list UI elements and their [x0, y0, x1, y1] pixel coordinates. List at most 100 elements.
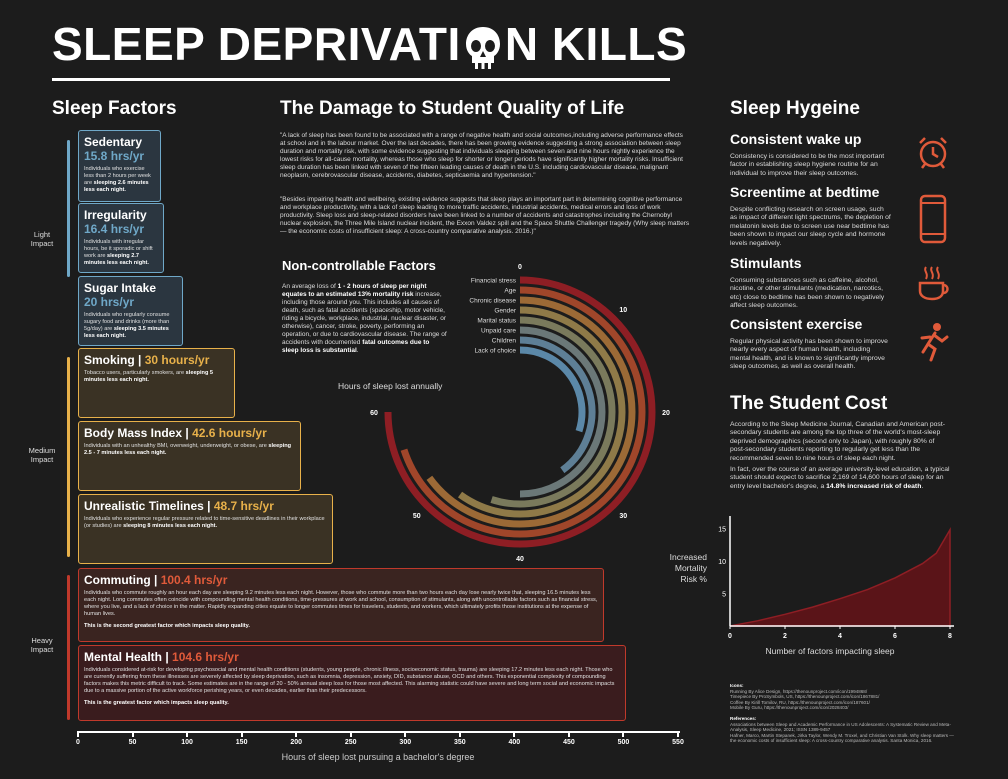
- skull-icon: [463, 25, 503, 71]
- axis-tick-label: 300: [399, 739, 412, 746]
- student-cost-paragraph-1: According to the Sleep Medicine Journal,…: [730, 421, 945, 462]
- student-cost-paragraph-2: In fact, over the course of an average u…: [730, 466, 950, 490]
- area-y-tick-label: 5: [722, 592, 726, 599]
- icons-credits-heading: Icons:: [730, 683, 744, 688]
- heavy-impact-label: Heavy Impact: [30, 636, 54, 654]
- radial-tick-label: 0: [518, 264, 522, 271]
- axis-tick-label: 450: [563, 739, 575, 746]
- factor-note: This is the greatest factor which impact…: [84, 700, 229, 706]
- smartphone-icon: [915, 194, 951, 244]
- factor-hours: 104.6 hrs/yr: [172, 650, 239, 664]
- noncontrol-heading: Non-controllable Factors: [282, 258, 436, 273]
- reference: Associations between Sleep and Academic …: [730, 721, 951, 733]
- factor-bar-unrealistic-timelines: Unrealistic Timelines | 48.7 hrs/yr Indiv…: [78, 494, 334, 564]
- factor-bar-smoking: Smoking | 30 hours/yr Tobacco users, part…: [78, 348, 236, 418]
- noncontrol-text: An average loss of 1 - 2 hours of sleep …: [282, 283, 447, 354]
- radial-category-label: Marital status: [477, 318, 516, 325]
- area-y-tick-label: 15: [718, 527, 726, 534]
- medium-impact-bracket: [67, 357, 70, 557]
- axis-tick: [404, 731, 407, 737]
- radial-category-label: Unpaid care: [481, 328, 516, 335]
- medium-impact-label: Medium Impact: [28, 446, 56, 464]
- damage-heading: The Damage to Student Quality of Life: [280, 98, 625, 119]
- coffee-cup-icon: [915, 263, 955, 303]
- radial-tick-label: 50: [413, 513, 421, 520]
- axis-tick: [77, 731, 79, 737]
- title-part-2: N KILLS: [504, 18, 688, 70]
- axis-tick: [567, 731, 570, 737]
- hygiene-text: Consuming substances such as caffeine, a…: [730, 277, 885, 310]
- factor-name: Mental Health | 104.6 hrs/yr: [84, 650, 239, 664]
- area-y-label: Increased: [670, 552, 708, 562]
- icon-credit: Timepiece By ProSymbols, US, https://the…: [730, 694, 880, 700]
- factor-hours: 30 hours/yr: [144, 353, 210, 367]
- axis-tick: [677, 731, 679, 737]
- damage-paragraph-2: "Besides impairing health and wellbeing,…: [280, 196, 690, 235]
- references-list: Associations between Sleep and Academic …: [730, 722, 960, 744]
- sleep-factors-heading: Sleep Factors: [52, 98, 177, 119]
- axis-tick-label: 350: [453, 739, 466, 746]
- axis-tick-label: 400: [508, 739, 521, 746]
- factor-hours: 42.6 hours/yr: [192, 426, 267, 440]
- area-x-label: Number of factors impacting sleep: [766, 646, 895, 656]
- axis-tick-label: 500: [617, 739, 630, 746]
- radial-tick-label: 20: [662, 410, 670, 417]
- area-x-tick-label: 8: [948, 633, 952, 640]
- hygiene-heading: Sleep Hygeine: [730, 98, 860, 119]
- factor-hours: 15.8 hrs/yr: [84, 149, 145, 163]
- factors-axis-title: Hours of sleep lost pursuing a bachelor'…: [281, 752, 475, 762]
- axis-tick: [622, 731, 625, 737]
- hygiene-title: Stimulants: [730, 255, 802, 271]
- axis-tick-label: 150: [235, 739, 248, 746]
- area-x-tick-label: 2: [783, 633, 787, 640]
- factor-hours: 16.4 hrs/yr: [84, 222, 145, 236]
- factor-bar-sugar-intake: Sugar Intake 20 hrs/yr Individuals who reg…: [78, 276, 183, 346]
- area-y-label: Risk %: [681, 574, 708, 584]
- area-y-label: Mortality: [675, 563, 708, 573]
- credits: Icons: Running By Alice Design, https://…: [730, 683, 960, 744]
- student-cost-heading: The Student Cost: [730, 393, 888, 414]
- axis-tick-label: 550: [672, 739, 684, 746]
- area-y-tick-label: 10: [718, 559, 726, 566]
- icon-credit: Running By Alice Design, https://thenoun…: [730, 688, 868, 694]
- hygiene-title: Consistent exercise: [730, 316, 863, 332]
- radial-tick-label: 10: [619, 307, 627, 314]
- radial-category-label: Gender: [494, 308, 517, 315]
- axis-tick-label: 200: [290, 739, 303, 746]
- light-impact-label: Light Impact: [30, 230, 54, 248]
- alarm-clock-icon: [915, 134, 951, 170]
- title-part-1: SLEEP DEPRIVATI: [52, 18, 461, 70]
- radial-category-label: Children: [492, 338, 517, 345]
- icon-credit: Mobile By Guru, https://thenounproject.c…: [730, 705, 849, 711]
- radial-bar: [519, 346, 586, 433]
- icon-credit: Coffee By Kirill Tomilov, RU, https://th…: [730, 699, 870, 705]
- axis-tick: [295, 731, 298, 737]
- factor-name: Unrealistic Timelines | 48.7 hrs/yr: [84, 499, 274, 513]
- radial-bar: [384, 276, 656, 548]
- area-x-tick-label: 4: [838, 633, 842, 640]
- hygiene-text: Consistency is considered to be the most…: [730, 153, 885, 177]
- icons-credits-list: Running By Alice Design, https://thenoun…: [730, 689, 960, 711]
- heavy-impact-bracket: [67, 575, 70, 720]
- mortality-area: [729, 527, 951, 627]
- factor-hours: 100.4 hrs/yr: [160, 573, 228, 587]
- mortality-area-chart: 0 2 4 6 8 5 10 15 Number of factors impacting sl…: [670, 516, 954, 656]
- radial-category-label: Lack of choice: [474, 348, 516, 355]
- factor-bar-sedentary: Sedentary 15.8 hrs/yr Individuals who exer…: [78, 130, 161, 202]
- axis-tick-label: 50: [128, 739, 137, 746]
- axis-tick: [349, 731, 352, 737]
- factor-description: Individuals who regularly consume sugary…: [84, 312, 170, 339]
- hygiene-title: Screentime at bedtime: [730, 184, 880, 200]
- factor-bar-body-mass-index: Body Mass Index | 42.6 hours/yr Individua…: [78, 421, 301, 491]
- factor-hours: 20 hrs/yr: [84, 295, 135, 309]
- radial-bar: [457, 306, 626, 518]
- page-title: SLEEP DEPRIVATI N KILLS: [52, 16, 687, 72]
- factor-description: Individuals with irregular hours, be it …: [84, 239, 153, 266]
- running-person-icon: [915, 322, 951, 362]
- radial-tick-label: 60: [370, 410, 378, 417]
- factor-name: Irregularity: [84, 208, 147, 222]
- radial-bar: [400, 286, 646, 538]
- light-impact-bracket: [67, 140, 70, 277]
- radial-tick-label: 40: [516, 556, 524, 562]
- radial-bar-chart: Financial stress Age Chronic disease Gender…: [370, 264, 670, 562]
